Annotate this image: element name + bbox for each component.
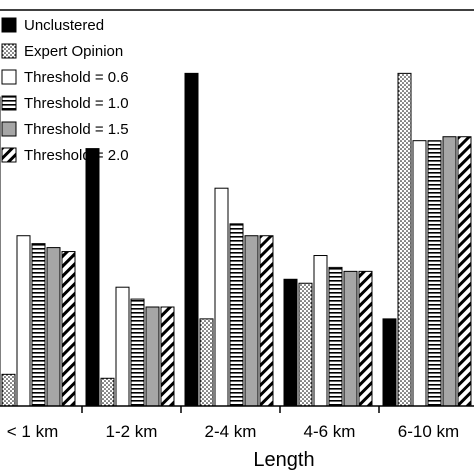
bar-2-5 [259,235,274,407]
bars-layer [0,72,472,407]
x-tick-label-4: 6-10 km [398,422,459,441]
bar-3-3 [328,266,343,407]
legend: Unclustered Expert Opinion Threshold = 0.6… [1,17,129,164]
legend-swatch-0 [1,17,17,33]
x-axis-ticks: < 1 km 1-2 km 2-4 km 4-6 km 6-10 km [7,406,459,441]
legend-swatch-2 [1,69,17,85]
bar-2-2 [214,187,229,407]
bar-1-2 [115,286,130,407]
bar-0-2 [16,235,31,407]
x-tick-label-0: < 1 km [7,422,59,441]
x-tick-label-3: 4-6 km [304,422,356,441]
bar-3-0 [283,278,298,407]
bar-0-4 [46,247,61,407]
bar-0-3 [31,243,46,407]
legend-label-5: Threshold = 2.0 [24,147,129,164]
x-tick-label-1: 1-2 km [106,422,158,441]
bar-4-1 [397,72,412,407]
legend-swatch-1 [1,43,17,59]
bar-4-0 [382,318,397,407]
bar-3-4 [343,270,358,407]
bar-4-5 [457,136,472,407]
bar-1-4 [145,306,160,407]
legend-label-0: Unclustered [24,17,104,34]
bar-4-2 [412,140,427,407]
bar-0-5 [61,251,76,407]
bar-2-4 [244,235,259,407]
bar-2-1 [199,318,214,407]
legend-swatch-4 [1,121,17,137]
bar-2-3 [229,223,244,407]
legend-swatch-5 [1,147,17,163]
bar-1-3 [130,298,145,407]
legend-label-1: Expert Opinion [24,43,123,60]
bar-3-5 [358,270,373,407]
x-tick-label-2: 2-4 km [205,422,257,441]
bar-0-1 [1,373,16,407]
legend-label-2: Threshold = 0.6 [24,69,129,86]
legend-swatch-3 [1,95,17,111]
bar-3-2 [313,255,328,407]
bar-1-5 [160,306,175,407]
bar-1-0 [85,148,100,407]
bar-4-4 [442,136,457,407]
bar-4-3 [427,140,442,407]
bar-1-1 [100,377,115,407]
legend-label-3: Threshold = 1.0 [24,95,129,112]
legend-label-4: Threshold = 1.5 [24,121,129,138]
x-axis-title: Length [253,449,314,471]
bar-2-0 [184,72,199,407]
bar-3-1 [298,282,313,407]
